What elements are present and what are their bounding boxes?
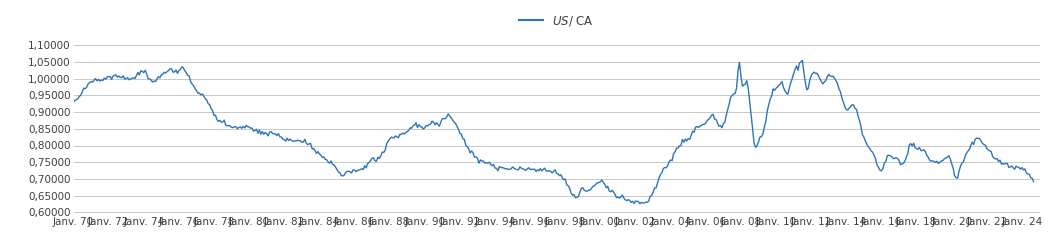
Legend: $ US / $ CA: $ US / $ CA [519, 14, 594, 28]
